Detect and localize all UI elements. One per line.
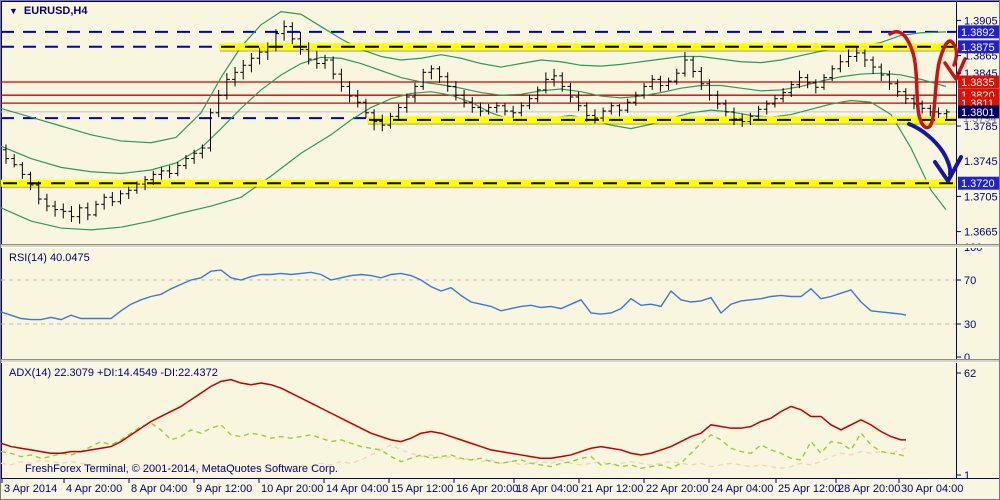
symbol-title[interactable]: ▼ EURUSD,H4 [9,5,88,18]
blue-arrow-head[interactable] [933,155,963,183]
red-arrow-head[interactable] [943,57,967,81]
price-axis-label[interactable]: 1.3745 [964,156,998,168]
yellow-band [1,179,956,187]
red-arrow-annotation[interactable] [888,30,959,130]
price-badge [958,176,999,190]
terminal-copyright: FreshForex Terminal, © 2001-2014, MetaQu… [25,463,338,475]
price-badge-label[interactable]: 1.3720 [961,178,995,190]
time-axis-label[interactable]: 8 Apr 04:00 [131,483,187,495]
chevron-down-icon[interactable]: ▼ [9,6,18,16]
time-axis-label[interactable]: 22 Apr 20:00 [646,483,708,495]
price-badge [958,40,999,54]
price-axis-label[interactable]: 1.3665 [964,227,998,239]
symbol-title-text: EURUSD,H4 [23,5,88,17]
price-badge-label[interactable]: 1.3801 [961,107,995,119]
adx-line [1,378,906,460]
blue-arrow-annotation[interactable] [907,122,953,176]
time-axis-label[interactable]: 9 Apr 12:00 [196,483,252,495]
rsi-scale-label[interactable]: 30 [964,319,976,331]
panel-splitter-rsi-adx[interactable] [1,359,999,363]
time-axis-label[interactable]: 15 Apr 12:00 [391,483,453,495]
time-axis-label[interactable]: 25 Apr 12:00 [778,483,840,495]
price-badge-label[interactable]: 1.3892 [961,27,995,39]
price-axis-label[interactable]: 1.3705 [964,191,998,203]
price-axis-label[interactable]: 1.3905 [964,15,998,27]
rsi-scale-label[interactable]: 70 [964,275,976,287]
price-badge [958,75,999,89]
minus-di-line [1,444,907,471]
time-axis-label[interactable]: 18 Apr 04:00 [516,483,578,495]
price-badge [958,105,999,119]
adx-scale-label[interactable]: 1 [964,470,970,482]
rsi-scale-label[interactable]: 0 [964,352,970,364]
price-axis-label[interactable]: 1.3865 [964,51,998,63]
time-axis-label[interactable]: 16 Apr 20:00 [456,483,518,495]
rsi-indicator-label: RSI(14) 40.0475 [9,252,90,264]
adx-scale-label[interactable]: 62 [964,368,976,380]
time-axis-label[interactable]: 10 Apr 20:00 [261,483,323,495]
bollinger-upper-band [1,10,947,144]
time-axis-label[interactable]: 30 Apr 04:00 [901,483,963,495]
panel-splitter-main-rsi[interactable] [1,244,999,248]
time-axis-label[interactable]: 24 Apr 04:00 [711,483,773,495]
plus-di-line [1,422,907,470]
time-axis-label[interactable]: 21 Apr 12:00 [581,483,643,495]
price-badge [958,25,999,39]
price-badge-label[interactable]: 1.3875 [961,42,995,54]
price-badge-label[interactable]: 1.3835 [961,77,995,89]
bollinger-middle-band [1,56,947,175]
time-axis-label[interactable]: 14 Apr 04:00 [326,483,388,495]
time-axis-label[interactable]: 3 Apr 2014 [4,483,57,495]
time-axis-label[interactable]: 28 Apr 20:00 [838,483,900,495]
rsi-line [1,269,907,321]
adx-indicator-label: ADX(14) 22.3079 +DI:14.4549 -DI:22.4372 [9,367,218,379]
price-axis-label[interactable]: 1.3785 [964,121,998,133]
time-axis-label[interactable]: 4 Apr 20:00 [66,483,122,495]
